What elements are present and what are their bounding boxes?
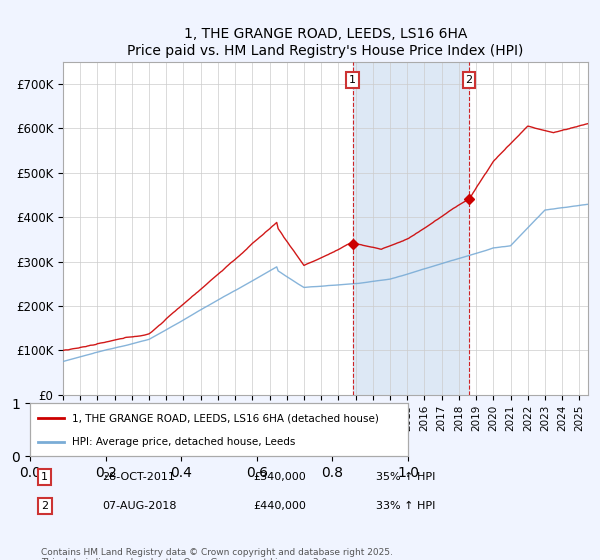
Bar [353,62,469,395]
Text: 1: 1 [349,75,356,85]
Text: £440,000: £440,000 [253,501,306,511]
Text: 2: 2 [466,75,473,85]
Text: 2: 2 [41,501,48,511]
Text: 28-OCT-2011: 28-OCT-2011 [103,472,175,482]
Text: 1: 1 [41,472,48,482]
Text: 35% ↑ HPI: 35% ↑ HPI [376,472,436,482]
Text: Contains HM Land Registry data © Crown copyright and database right 2025.
This d: Contains HM Land Registry data © Crown c… [41,548,393,560]
Text: 07-AUG-2018: 07-AUG-2018 [103,501,177,511]
Text: 33% ↑ HPI: 33% ↑ HPI [376,501,436,511]
Text: 1, THE GRANGE ROAD, LEEDS, LS16 6HA (detached house): 1, THE GRANGE ROAD, LEEDS, LS16 6HA (det… [71,413,379,423]
Text: HPI: Average price, detached house, Leeds: HPI: Average price, detached house, Leed… [71,436,295,446]
Text: £340,000: £340,000 [253,472,306,482]
Title: 1, THE GRANGE ROAD, LEEDS, LS16 6HA
Price paid vs. HM Land Registry's House Pric: 1, THE GRANGE ROAD, LEEDS, LS16 6HA Pric… [127,27,524,58]
